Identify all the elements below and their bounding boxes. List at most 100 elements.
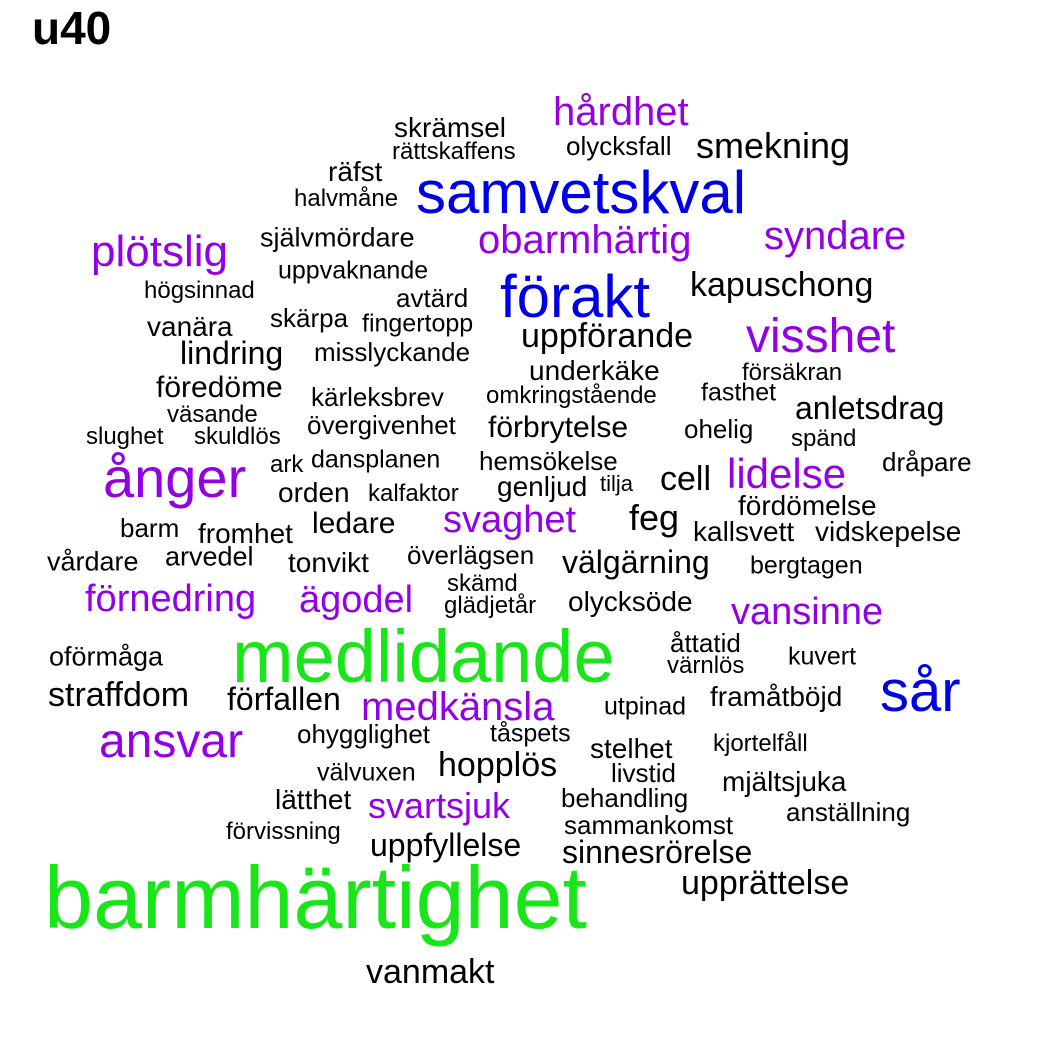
cloud-word: ledare xyxy=(312,507,396,540)
cloud-word: tåspets xyxy=(490,719,571,748)
cloud-word: försäkran xyxy=(742,359,843,386)
cloud-word: barm xyxy=(120,513,180,543)
cloud-word: skämd xyxy=(447,570,518,597)
cloud-word: ånger xyxy=(103,446,247,509)
cloud-word: lätthet xyxy=(275,784,352,815)
cloud-word: kjortelfåll xyxy=(713,730,808,757)
cloud-word: samvetskval xyxy=(416,159,747,226)
cloud-word: fromhet xyxy=(198,518,293,549)
cloud-word: räfst xyxy=(328,156,383,187)
cloud-word: dråpare xyxy=(882,447,972,477)
cloud-word: kärleksbrev xyxy=(311,382,444,412)
cloud-word: medlidande xyxy=(232,615,615,698)
cloud-word: livstid xyxy=(611,758,677,788)
cloud-word: sinnesrörelse xyxy=(562,834,753,870)
cloud-word: kalfaktor xyxy=(368,480,459,507)
cloud-word: vanära xyxy=(147,311,233,342)
cloud-word: ark xyxy=(270,451,304,478)
cloud-word: underkäke xyxy=(529,355,660,386)
cloud-word: vanmakt xyxy=(366,953,495,991)
cloud-word: sår xyxy=(880,659,961,724)
cloud-word: spänd xyxy=(791,425,857,452)
cloud-word: utpinad xyxy=(604,692,687,721)
cloud-word: uppförande xyxy=(521,317,694,355)
cloud-word: skrämsel xyxy=(394,112,507,143)
cloud-word: upprättelse xyxy=(681,864,850,902)
cloud-word: kapuschong xyxy=(690,266,874,304)
cloud-word: hemsökelse xyxy=(479,446,618,476)
cloud-word: förakt xyxy=(500,263,651,330)
cloud-word: svartsjuk xyxy=(368,785,511,826)
cloud-word: väsande xyxy=(167,401,258,428)
cloud-word: visshet xyxy=(746,310,896,363)
cloud-word: orden xyxy=(278,477,350,508)
cloud-title: u40 xyxy=(32,2,112,54)
cloud-word: misslyckande xyxy=(314,337,471,367)
cloud-word: bergtagen xyxy=(750,551,863,580)
cloud-word: anställning xyxy=(786,797,911,827)
cloud-word: arvedel xyxy=(165,541,254,572)
cloud-word: skuldlös xyxy=(194,423,281,450)
cloud-word: högsinnad xyxy=(144,277,255,304)
cloud-word: tilja xyxy=(600,471,634,496)
cloud-word: rättskaffens xyxy=(392,138,516,165)
cloud-word: ansvar xyxy=(99,715,244,768)
cloud-word: barmhärtighet xyxy=(44,848,587,947)
cloud-word: framåtböjd xyxy=(710,681,843,712)
cloud-word: cell xyxy=(660,460,712,498)
cloud-word: hopplös xyxy=(438,746,558,784)
cloud-word: olycksfall xyxy=(566,131,672,161)
cloud-word: vansinne xyxy=(731,591,884,633)
cloud-word: svaghet xyxy=(443,499,577,541)
cloud-word: avtärd xyxy=(396,283,469,313)
cloud-word: plötslig xyxy=(91,227,228,276)
cloud-word: smekning xyxy=(696,125,851,166)
cloud-word: värnlös xyxy=(667,652,745,679)
cloud-word: uppfyllelse xyxy=(370,827,522,863)
cloud-word: behandling xyxy=(561,783,689,813)
cloud-word: vårdare xyxy=(47,546,139,577)
cloud-word: sammankomst xyxy=(564,810,734,840)
cloud-word: förnedring xyxy=(85,578,257,620)
cloud-word: välvuxen xyxy=(317,758,416,787)
cloud-word: lidelse xyxy=(727,450,847,497)
cloud-word: halvmåne xyxy=(294,185,399,212)
cloud-word: hårdhet xyxy=(553,90,689,134)
cloud-word: olycksöde xyxy=(568,586,693,617)
cloud-word: fasthet xyxy=(701,378,777,407)
cloud-word: kallsvett xyxy=(693,516,795,547)
cloud-word: vidskepelse xyxy=(815,516,962,547)
cloud-word: ohelig xyxy=(684,414,754,444)
cloud-word: föredöme xyxy=(156,371,283,404)
cloud-word: medkänsla xyxy=(361,685,555,729)
cloud-word: ägodel xyxy=(299,579,414,621)
cloud-word: förvissning xyxy=(226,818,341,845)
cloud-word: övergivenhet xyxy=(307,410,456,440)
cloud-word: fördömelse xyxy=(738,490,877,521)
cloud-word: tonvikt xyxy=(288,547,369,578)
cloud-word: syndare xyxy=(764,214,907,258)
cloud-word: dansplanen xyxy=(311,445,441,474)
cloud-word: genljud xyxy=(497,471,588,502)
cloud-word: feg xyxy=(629,497,680,538)
cloud-word: omkringstående xyxy=(486,382,657,409)
cloud-word: slughet xyxy=(86,423,164,450)
cloud-word: självmördare xyxy=(260,222,415,253)
cloud-word: kuvert xyxy=(788,642,857,671)
cloud-word: straffdom xyxy=(48,676,190,714)
cloud-word: anletsdrag xyxy=(795,390,945,426)
cloud-word: förfallen xyxy=(227,681,341,717)
cloud-word: överlägsen xyxy=(407,540,535,570)
cloud-word: obarmhärtig xyxy=(478,218,692,262)
cloud-word: åttatid xyxy=(670,628,741,658)
cloud-word: förbrytelse xyxy=(488,411,629,444)
cloud-word: skärpa xyxy=(270,303,349,333)
cloud-word: fingertopp xyxy=(362,309,474,338)
cloud-word: uppvaknande xyxy=(278,256,429,285)
cloud-word: ohygglighet xyxy=(297,719,430,749)
cloud-word: stelhet xyxy=(590,733,673,764)
cloud-word: lindring xyxy=(180,335,284,371)
cloud-word: glädjetår xyxy=(444,592,537,619)
